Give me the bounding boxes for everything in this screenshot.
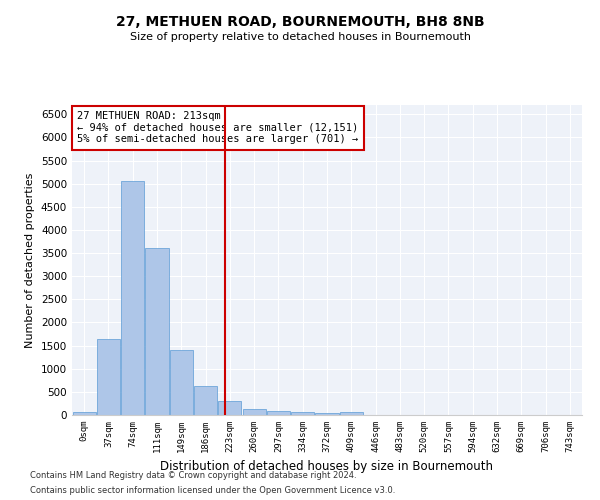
Bar bbox=[97, 338, 120, 415]
Bar bbox=[340, 412, 363, 415]
Bar bbox=[73, 412, 95, 415]
Y-axis label: Number of detached properties: Number of detached properties bbox=[25, 172, 35, 348]
Text: Size of property relative to detached houses in Bournemouth: Size of property relative to detached ho… bbox=[130, 32, 470, 42]
Text: 27 METHUEN ROAD: 213sqm
← 94% of detached houses are smaller (12,151)
5% of semi: 27 METHUEN ROAD: 213sqm ← 94% of detache… bbox=[77, 111, 358, 144]
Bar bbox=[194, 386, 217, 415]
Bar bbox=[121, 182, 144, 415]
X-axis label: Distribution of detached houses by size in Bournemouth: Distribution of detached houses by size … bbox=[161, 460, 493, 473]
Bar bbox=[145, 248, 169, 415]
Bar bbox=[242, 409, 266, 415]
Bar bbox=[316, 413, 338, 415]
Bar bbox=[218, 400, 241, 415]
Text: 27, METHUEN ROAD, BOURNEMOUTH, BH8 8NB: 27, METHUEN ROAD, BOURNEMOUTH, BH8 8NB bbox=[116, 15, 484, 29]
Text: Contains HM Land Registry data © Crown copyright and database right 2024.: Contains HM Land Registry data © Crown c… bbox=[30, 471, 356, 480]
Bar bbox=[170, 350, 193, 415]
Bar bbox=[267, 410, 290, 415]
Bar bbox=[291, 412, 314, 415]
Text: Contains public sector information licensed under the Open Government Licence v3: Contains public sector information licen… bbox=[30, 486, 395, 495]
